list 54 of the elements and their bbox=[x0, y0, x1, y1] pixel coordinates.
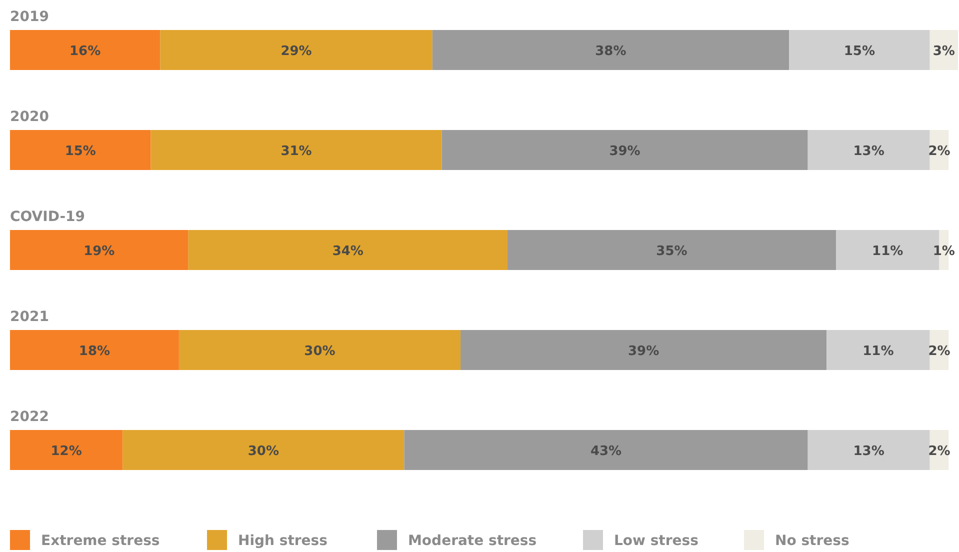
data-label: 30% bbox=[248, 444, 279, 459]
bar bbox=[150, 130, 442, 170]
bar bbox=[404, 430, 808, 470]
bar bbox=[10, 330, 179, 370]
bar bbox=[10, 430, 123, 470]
data-label: 39% bbox=[628, 344, 660, 359]
data-label: 12% bbox=[50, 444, 82, 459]
data-label: 11% bbox=[872, 244, 904, 259]
data-label: 13% bbox=[853, 144, 884, 159]
legend-label: Extreme stress bbox=[41, 533, 160, 549]
legend-label: No stress bbox=[775, 533, 850, 549]
bar bbox=[178, 330, 461, 370]
data-label: 39% bbox=[609, 144, 640, 159]
y-tick-label: 2022 bbox=[10, 409, 49, 425]
bar bbox=[507, 230, 836, 270]
bar bbox=[160, 30, 432, 70]
y-tick-label: 2019 bbox=[10, 9, 49, 25]
bar bbox=[122, 430, 404, 470]
data-label: 1% bbox=[932, 244, 955, 259]
data-label: 18% bbox=[78, 344, 110, 359]
bar bbox=[432, 30, 790, 70]
data-label: 30% bbox=[304, 344, 336, 359]
bar bbox=[188, 230, 508, 270]
data-label: 19% bbox=[84, 244, 115, 259]
data-label: 38% bbox=[595, 44, 626, 59]
bar bbox=[808, 430, 930, 470]
data-label: 29% bbox=[280, 44, 312, 59]
data-label: 13% bbox=[853, 444, 884, 459]
data-label: 2% bbox=[928, 344, 950, 359]
bar bbox=[808, 130, 930, 170]
bar bbox=[442, 130, 808, 170]
bar bbox=[10, 130, 151, 170]
data-label: 34% bbox=[332, 244, 364, 259]
data-label: 11% bbox=[862, 344, 894, 359]
legend-label: Low stress bbox=[614, 533, 698, 549]
data-label: 3% bbox=[932, 44, 955, 59]
legend-label: High stress bbox=[238, 533, 328, 549]
bar bbox=[789, 30, 930, 70]
data-label: 15% bbox=[64, 144, 96, 159]
y-tick-label: 2021 bbox=[10, 309, 49, 325]
legend-label: Moderate stress bbox=[408, 533, 537, 549]
data-label: 2% bbox=[928, 144, 950, 159]
data-label: 31% bbox=[280, 144, 312, 159]
bar bbox=[460, 330, 827, 370]
bar bbox=[10, 30, 160, 70]
data-label: 2% bbox=[928, 444, 950, 459]
bar bbox=[10, 230, 188, 270]
y-tick-label: COVID-19 bbox=[10, 209, 86, 225]
data-label: 16% bbox=[70, 44, 101, 59]
y-tick-label: 2020 bbox=[10, 109, 50, 125]
data-label: 35% bbox=[656, 244, 688, 259]
bar bbox=[826, 330, 930, 370]
data-label: 43% bbox=[590, 444, 622, 459]
data-label: 15% bbox=[844, 44, 876, 59]
